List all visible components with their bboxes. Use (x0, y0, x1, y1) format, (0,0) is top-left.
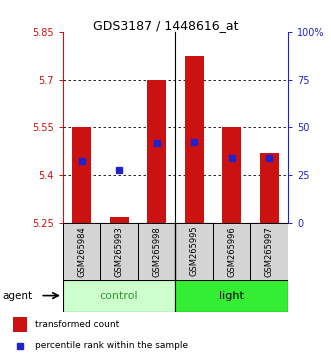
Bar (175, 280, 288, 312)
Text: GSM265995: GSM265995 (190, 226, 199, 276)
Text: GSM265993: GSM265993 (115, 226, 124, 276)
Text: agent: agent (3, 291, 33, 301)
Text: GSM265997: GSM265997 (265, 226, 274, 276)
Text: GSM265984: GSM265984 (77, 226, 86, 276)
Bar (138, 223, 175, 280)
Bar (100, 223, 138, 280)
Text: transformed count: transformed count (35, 320, 119, 329)
Bar (222, 127, 241, 223)
Bar (63, 223, 100, 280)
Text: GSM265996: GSM265996 (227, 226, 236, 276)
Bar (185, 56, 204, 223)
Bar (63, 280, 175, 312)
Text: percentile rank within the sample: percentile rank within the sample (35, 341, 188, 350)
Bar (213, 223, 251, 280)
Text: control: control (100, 291, 138, 301)
Bar (147, 80, 166, 223)
Bar (72, 127, 91, 223)
Bar (251, 223, 288, 280)
Bar (110, 217, 128, 223)
Bar (175, 223, 213, 280)
Text: GSM265998: GSM265998 (152, 226, 161, 276)
Bar (13, 317, 27, 332)
Text: light: light (219, 291, 244, 301)
Bar (260, 153, 279, 223)
Text: GDS3187 / 1448616_at: GDS3187 / 1448616_at (93, 19, 238, 33)
